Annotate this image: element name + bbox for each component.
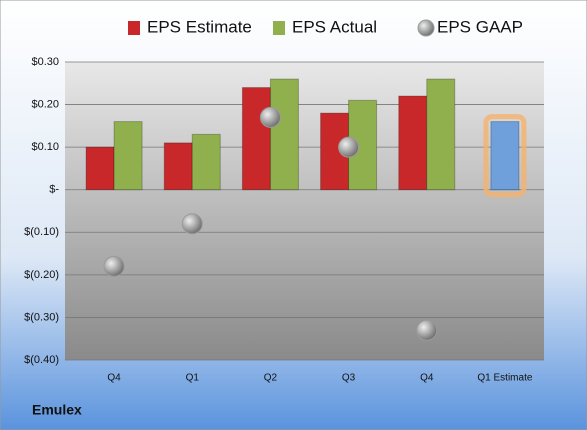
legend-label: EPS GAAP — [437, 17, 523, 36]
y-tick-label: $(0.30) — [24, 311, 59, 323]
point — [181, 213, 203, 235]
estimate-glow — [483, 114, 527, 198]
y-tick-label: $- — [49, 184, 59, 196]
y-tick-label: $0.30 — [31, 56, 59, 68]
bar — [113, 121, 143, 191]
x-tick-label: Q3 — [342, 373, 356, 384]
bar — [191, 133, 221, 191]
bar — [85, 146, 115, 191]
bar — [426, 78, 456, 191]
legend-marker — [273, 21, 285, 35]
point — [259, 106, 281, 128]
x-tick-label: Q1 — [186, 373, 200, 384]
y-tick-label: $(0.20) — [24, 269, 59, 281]
legend-marker — [128, 21, 140, 35]
plot-area — [65, 62, 544, 360]
y-tick-label: $0.20 — [31, 98, 59, 110]
footer: Emulex — [32, 402, 82, 418]
y-tick-label: $0.10 — [31, 141, 59, 153]
y-tick-label: $(0.40) — [24, 354, 59, 366]
legend-label: EPS Estimate — [147, 17, 252, 36]
legend-label: EPS Actual — [292, 17, 377, 36]
bar — [241, 87, 271, 191]
bar — [398, 95, 428, 191]
x-tick-label: Q4 — [420, 373, 434, 384]
point — [416, 319, 438, 341]
bar — [269, 78, 299, 191]
x-tick-label: Q2 — [264, 373, 278, 384]
point — [338, 136, 360, 158]
y-tick-label: $(0.10) — [24, 226, 59, 238]
estimate-bar — [490, 121, 520, 191]
bar — [163, 142, 193, 191]
legend-marker — [417, 19, 435, 37]
x-tick-label: Q1 Estimate — [477, 373, 532, 384]
point — [103, 255, 125, 277]
x-tick-label: Q4 — [107, 373, 121, 384]
